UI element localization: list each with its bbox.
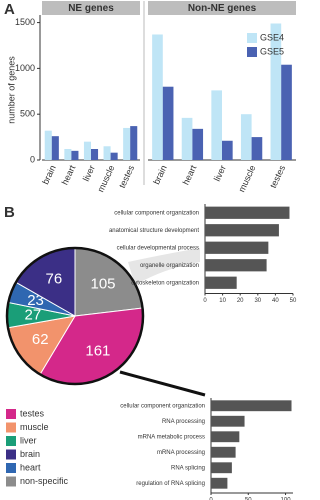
callout-shape xyxy=(128,248,200,285)
bar xyxy=(51,136,59,160)
legend-label: non-specific xyxy=(20,476,69,486)
y-tick-label: 500 xyxy=(20,109,35,119)
slice-label: 62 xyxy=(32,331,49,348)
bar xyxy=(110,152,118,160)
x-tick-label: 0 xyxy=(209,498,213,500)
group-header xyxy=(148,1,296,15)
x-tick-label: 0 xyxy=(203,298,207,304)
x-tick-label: 20 xyxy=(237,298,244,304)
bar xyxy=(103,146,111,160)
panel-label: A xyxy=(4,1,15,18)
category-label: cellular developmental process xyxy=(117,245,199,251)
callout-arrow xyxy=(119,370,206,397)
legend-swatch xyxy=(6,409,16,419)
category-label: RNA splicing xyxy=(171,465,205,471)
legend-swatch xyxy=(6,449,16,460)
bar xyxy=(152,34,163,160)
legend-swatch xyxy=(6,463,16,473)
x-tick-label: muscle xyxy=(95,164,116,194)
x-tick-label: brain xyxy=(40,164,58,186)
legend-label: brain xyxy=(20,449,40,459)
slice-label: 76 xyxy=(45,271,62,288)
bar xyxy=(211,462,232,474)
x-tick-label: testes xyxy=(117,163,136,189)
legend-label: muscle xyxy=(20,422,49,432)
slice-label: 27 xyxy=(25,306,42,323)
legend-label: GSE4 xyxy=(260,32,284,42)
category-label: organelle organization xyxy=(140,263,199,269)
category-label: cellular component organization xyxy=(114,210,199,216)
category-label: anatomical structure development xyxy=(109,228,199,234)
bar xyxy=(83,141,91,160)
bar xyxy=(205,241,269,254)
bar xyxy=(281,64,292,160)
bar xyxy=(205,206,290,219)
legend-label: heart xyxy=(20,462,41,472)
legend-label: GSE5 xyxy=(260,46,284,56)
x-tick-label: heart xyxy=(60,163,78,186)
bar xyxy=(91,149,99,160)
x-tick-label: 50 xyxy=(290,298,297,304)
bar xyxy=(240,114,252,160)
bar xyxy=(211,446,236,458)
bar xyxy=(64,149,72,160)
x-tick-label: 40 xyxy=(272,298,279,304)
x-tick-label: heart xyxy=(181,163,199,186)
bar xyxy=(130,126,138,160)
slice-label: 161 xyxy=(85,342,110,359)
legend-label: liver xyxy=(20,435,37,445)
legend-swatch xyxy=(6,476,16,487)
x-tick-label: muscle xyxy=(236,164,257,194)
bar xyxy=(222,140,233,160)
legend-swatch xyxy=(6,436,16,446)
category-label: RNA processing xyxy=(162,419,205,425)
category-label: mRNA metabolic process xyxy=(138,434,205,440)
bar xyxy=(205,259,267,272)
bar xyxy=(211,431,240,443)
category-label: mRNA processing xyxy=(157,450,205,456)
y-tick-label: 1000 xyxy=(15,63,35,73)
group-title: Non-NE genes xyxy=(188,3,257,14)
bar xyxy=(205,276,237,289)
bar xyxy=(205,224,279,237)
x-tick-label: testes xyxy=(268,163,287,189)
legend-label: testes xyxy=(20,408,45,418)
x-tick-label: liver xyxy=(81,164,97,183)
x-tick-label: 100 xyxy=(281,498,292,500)
legend-swatch xyxy=(247,47,257,57)
bar xyxy=(251,137,263,160)
bar xyxy=(211,477,228,489)
legend-swatch xyxy=(247,33,257,43)
bar xyxy=(123,127,131,160)
category-label: cellular component organization xyxy=(120,403,205,409)
y-tick-label: 0 xyxy=(30,154,35,164)
group-header xyxy=(42,1,140,15)
x-tick-label: 10 xyxy=(219,298,226,304)
x-tick-label: 30 xyxy=(254,298,261,304)
bar xyxy=(192,128,204,160)
x-tick-label: liver xyxy=(212,164,228,183)
y-tick-label: 1500 xyxy=(15,17,35,27)
bar xyxy=(211,400,292,412)
slice-label: 105 xyxy=(90,275,115,292)
x-tick-label: 50 xyxy=(245,498,252,500)
bar xyxy=(211,415,245,427)
category-label: cytoskeleton organization xyxy=(131,280,199,286)
x-tick-label: brain xyxy=(151,164,169,186)
legend-swatch xyxy=(6,422,16,433)
panel-label: B xyxy=(4,204,15,221)
bar xyxy=(44,130,52,160)
bar xyxy=(181,117,193,160)
bar xyxy=(162,86,174,160)
bar xyxy=(270,23,282,160)
y-axis-label: number of genes xyxy=(6,56,16,124)
pie-outline xyxy=(5,246,145,386)
group-title: NE genes xyxy=(68,3,114,14)
bar xyxy=(211,90,222,160)
category-label: regulation of RNA splicing xyxy=(136,481,205,487)
bar xyxy=(71,150,79,160)
